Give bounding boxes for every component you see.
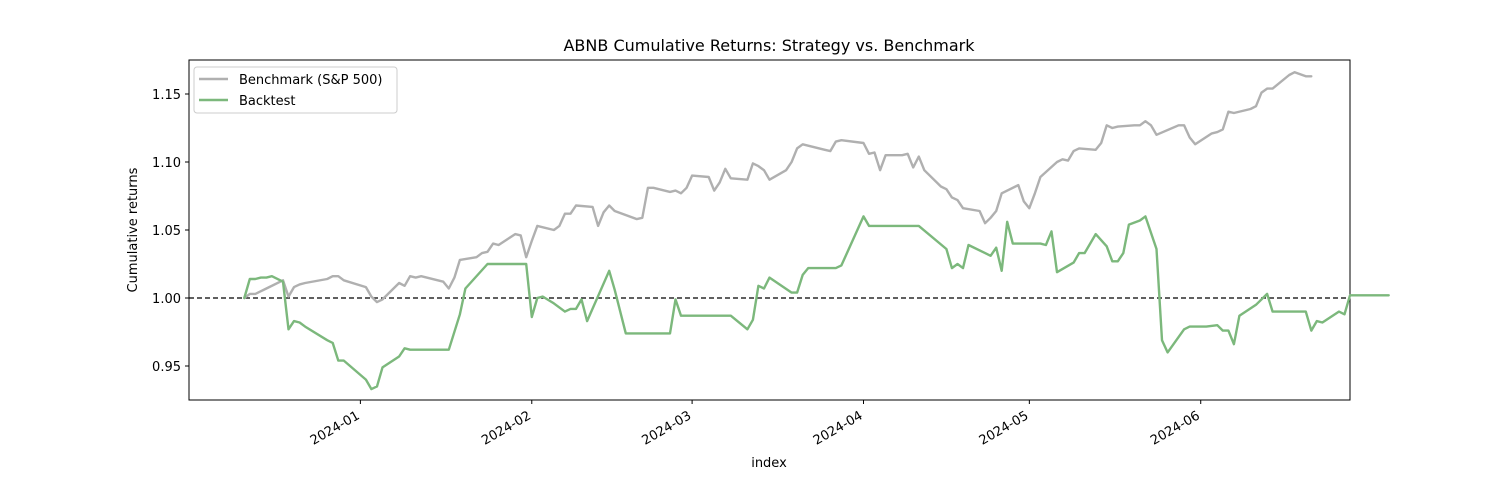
y-axis-label: Cumulative returns	[126, 167, 141, 292]
y-tick-label: 1.00	[152, 292, 181, 307]
legend-label: Benchmark (S&P 500)	[239, 73, 383, 88]
y-tick-label: 1.15	[152, 88, 181, 103]
legend: Benchmark (S&P 500) Backtest	[193, 66, 398, 114]
chart-title: ABNB Cumulative Returns: Strategy vs. Be…	[563, 36, 975, 55]
x-axis-label: index	[751, 456, 787, 471]
series-line-1	[243, 215, 1390, 391]
y-tick-label: 1.05	[152, 224, 181, 239]
legend-box	[193, 66, 398, 114]
y-tick-label: 1.10	[152, 156, 181, 171]
series-line-0	[243, 70, 1313, 304]
legend-label: Backtest	[239, 94, 296, 109]
y-tick-label: 0.95	[152, 360, 181, 375]
